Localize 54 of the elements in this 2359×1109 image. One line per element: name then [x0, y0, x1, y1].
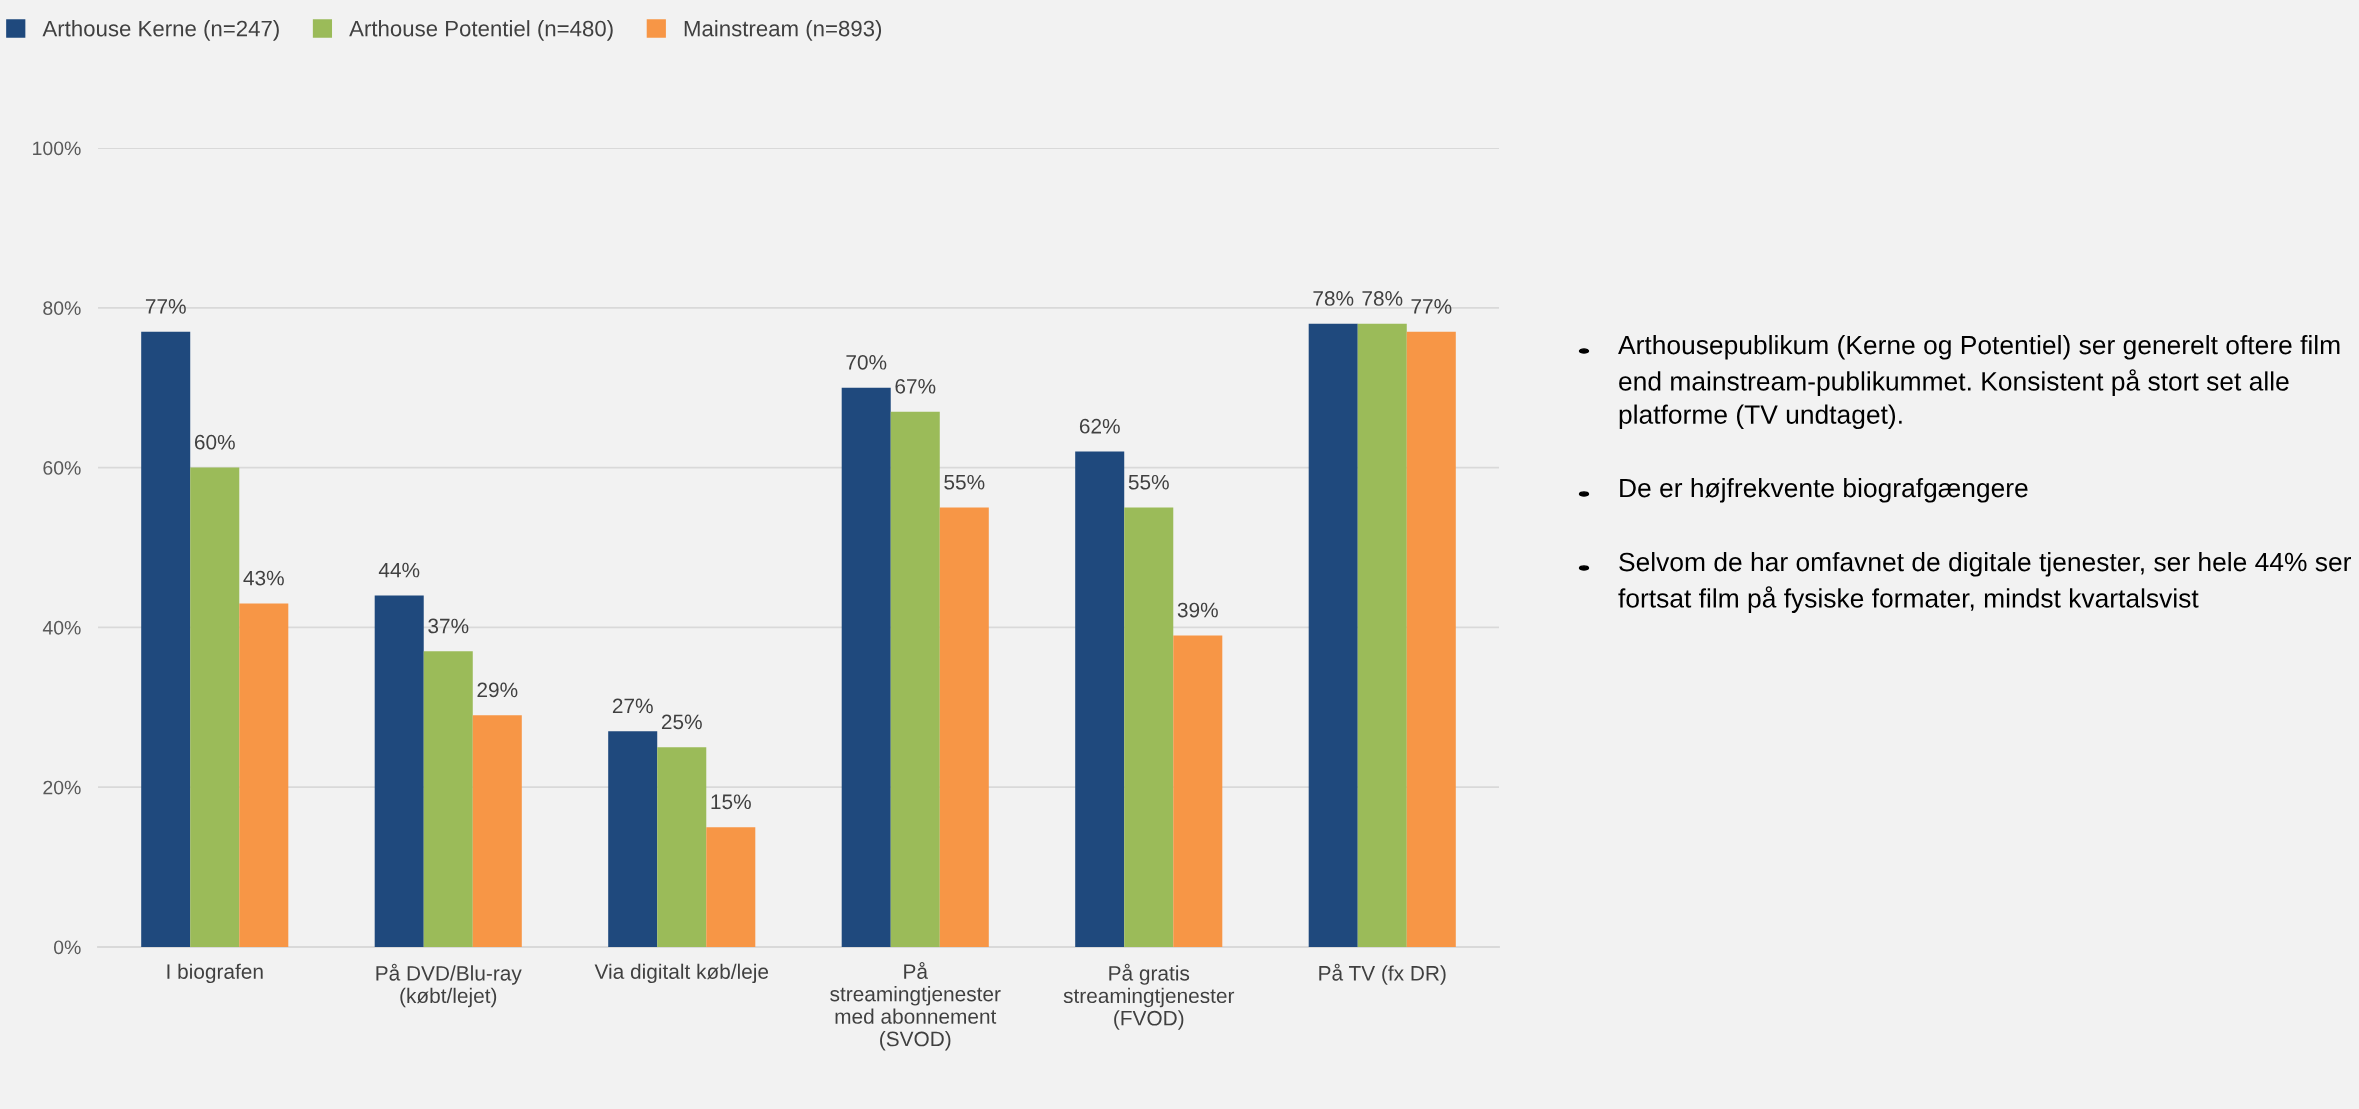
y-tick-label: 40% — [42, 620, 81, 635]
data-label: 78% — [1362, 291, 1403, 306]
bar — [890, 411, 940, 947]
data-label: 77% — [145, 299, 186, 314]
legend-label: Arthouse Kerne (n=247) — [42, 20, 279, 41]
y-tick-label: 0% — [53, 940, 81, 955]
x-tick-label: I biografen — [167, 963, 263, 984]
data-label: 15% — [711, 794, 751, 810]
bar — [423, 651, 473, 947]
data-label: 44% — [378, 562, 420, 578]
bar — [939, 507, 989, 947]
bar — [841, 387, 891, 947]
y-tick-label: 80% — [43, 301, 81, 316]
text: Selvom de har omfavnet de digitale tjenester, ser hele 44% ser fortsat film på fysiske formater, mindst kvartalsvist — [1618, 552, 2351, 613]
data-label: 78% — [1313, 291, 1354, 306]
data-label: 55% — [944, 474, 985, 490]
data-label: 29% — [477, 682, 518, 698]
bar — [141, 331, 191, 947]
bar — [190, 467, 240, 947]
data-label: 25% — [661, 714, 702, 730]
data-label: 60% — [194, 434, 235, 450]
legend-label: Mainstream (n=893) — [684, 20, 882, 41]
x-tick-label: På gratis streamingtjenester (FVOD) — [1063, 963, 1235, 1030]
bar — [1357, 323, 1407, 947]
bar — [608, 731, 658, 947]
x-tick-label: På TV (fx DR) — [1319, 963, 1446, 985]
data-label: 77% — [1411, 299, 1452, 314]
x-tick-label: På DVD/Blu-ray (købt/lejet) — [376, 963, 522, 1008]
data-label: 70% — [846, 354, 887, 370]
legend-label: Arthouse Potentiel (n=480) — [349, 20, 613, 41]
bar — [374, 595, 424, 947]
bar — [239, 603, 289, 947]
bar — [1406, 331, 1456, 947]
bar — [1173, 635, 1223, 947]
y-tick-label: 20% — [43, 780, 81, 795]
text: De er højfrekvente biografgængere — [1620, 478, 2028, 503]
data-label: 62% — [1079, 418, 1120, 434]
x-tick-label: På streamingtjenester med abonnement (SVOD) — [830, 961, 1001, 1051]
bar — [1075, 451, 1125, 947]
text: Arthousepublikum (Kerne og Potentiel) ser generelt oftere film end mainstream-publikummet. Konsistent på stort set alle platforme (TV undtaget). — [1618, 335, 2340, 430]
bar — [657, 747, 707, 947]
x-tick-label: Via digitalt køb/leje — [594, 963, 769, 984]
data-label: 27% — [612, 698, 653, 714]
bar — [1124, 507, 1174, 947]
data-label: 67% — [895, 378, 936, 394]
bar — [706, 827, 756, 947]
bar — [472, 715, 522, 947]
data-label: 37% — [428, 618, 469, 634]
y-tick-label: 100% — [33, 141, 81, 156]
bar — [1308, 323, 1358, 947]
data-label: 55% — [1128, 474, 1169, 490]
data-label: 39% — [1177, 602, 1218, 618]
data-label: 43% — [243, 570, 284, 586]
y-tick-label: 60% — [43, 461, 81, 475]
